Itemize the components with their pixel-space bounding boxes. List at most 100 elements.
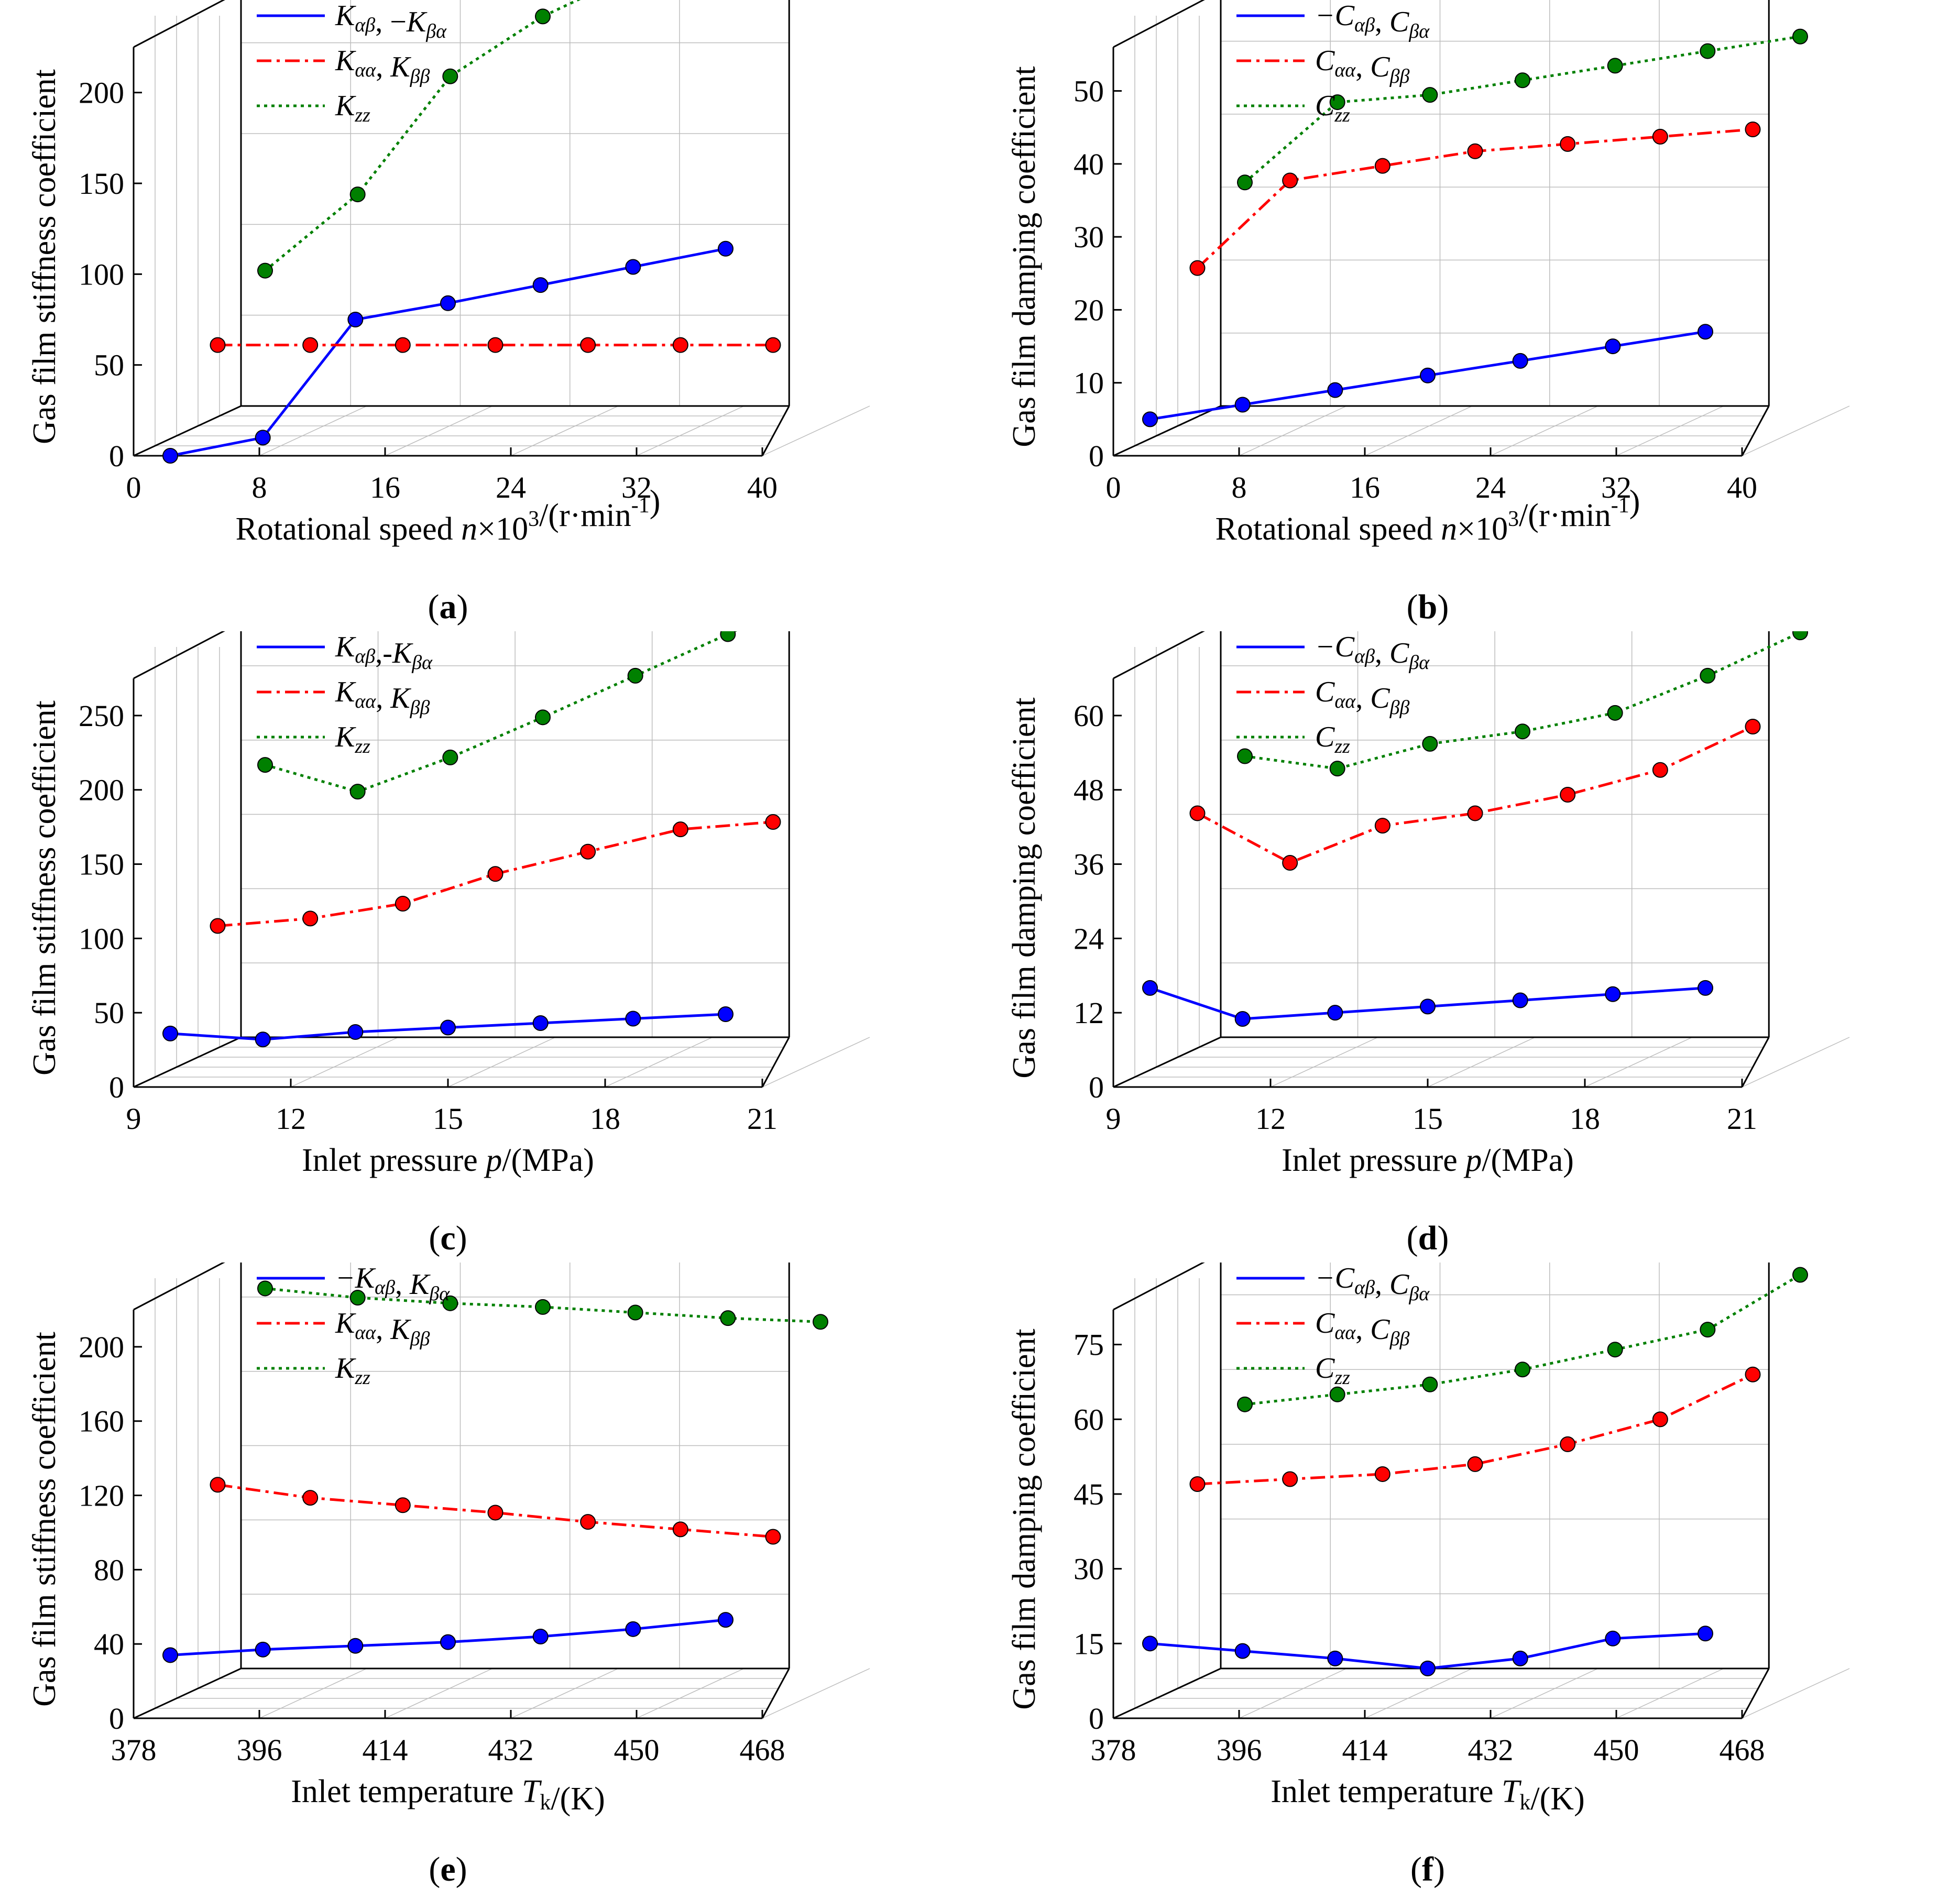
data-point: [765, 337, 781, 353]
legend-entry: Kαα, Kββ: [335, 1307, 430, 1350]
y-tick-label: 12: [1074, 996, 1104, 1030]
data-point: [1329, 761, 1345, 777]
data-point: [1792, 1267, 1808, 1283]
x-tick-label: 450: [614, 1733, 660, 1767]
data-point: [625, 1011, 641, 1027]
y-tick-label: 0: [109, 439, 124, 473]
data-point: [1422, 736, 1438, 752]
floor-grid-line: [1490, 405, 1598, 456]
box-top-side-edge: [1113, 1253, 1221, 1311]
data-point: [1374, 1466, 1390, 1482]
data-point: [813, 1314, 828, 1330]
data-point: [1512, 992, 1528, 1008]
floor-grid-line: [1364, 1668, 1473, 1719]
x-tick-label: 468: [1720, 1733, 1765, 1767]
data-point: [1560, 136, 1576, 152]
data-point: [532, 1629, 549, 1644]
data-point: [1652, 128, 1668, 145]
y-tick-label: 10: [1074, 366, 1104, 400]
chart-f: 0 15 30 45 60 75 378 396 414 432 450 468 Gas film da…: [1006, 1253, 1850, 1889]
panel-caption: (b): [1407, 588, 1449, 626]
box-floor-side-edge: [133, 405, 242, 457]
data-point: [349, 186, 366, 203]
y-tick-label: 60: [1074, 1402, 1104, 1436]
data-point: [302, 1490, 319, 1506]
data-point: [1605, 986, 1621, 1002]
x-axis-label: Rotational speed n×103/(r·min-1): [1216, 484, 1640, 547]
y-tick-label: 0: [1089, 1070, 1104, 1104]
floor-grid-line: [1427, 1037, 1536, 1088]
floor-grid-line: [259, 1668, 367, 1719]
data-point: [440, 1634, 456, 1650]
series-line: [170, 247, 726, 457]
floor-grid-line: [605, 1037, 713, 1088]
data-point: [718, 240, 733, 257]
data-point: [580, 337, 596, 353]
box-floor-right-edge: [761, 1668, 790, 1719]
legend-entry: −Cαβ, Cβα: [1315, 0, 1430, 42]
data-point: [1234, 1011, 1251, 1027]
y-axis-label: Gas film damping coefficient: [1006, 1329, 1042, 1709]
legend-entry: Kαα, Kββ: [335, 45, 430, 87]
x-axis-label: Inlet temperature Tk/(K): [291, 1774, 605, 1817]
series-line: [1197, 725, 1754, 864]
data-point: [1745, 719, 1761, 734]
data-point: [1327, 382, 1343, 398]
plot-area: 0 15 30 45 60 75 378 396 414 432 450 468 Gas film da…: [1006, 1253, 1850, 1889]
data-point: [720, 1310, 736, 1326]
x-tick-label: 0: [1106, 470, 1121, 504]
y-tick-label: 200: [79, 76, 124, 110]
data-point: [1700, 1322, 1716, 1338]
data-point: [625, 259, 641, 275]
y-tick-label: 0: [109, 1070, 124, 1104]
data-point: [1792, 28, 1808, 45]
legend-entry: Kαβ, −Kβα: [335, 0, 447, 42]
data-point: [487, 337, 503, 353]
data-point: [1607, 1342, 1623, 1358]
data-point: [1142, 411, 1158, 427]
data-point: [1605, 1630, 1621, 1646]
legend-entry: Kαα, Kββ: [335, 676, 430, 719]
floor-grid-line: [1239, 405, 1347, 456]
box-top-side-edge: [133, 0, 225, 48]
chart-panel-e: 0 40 80 120 160 200 378 396 414 432 450 468 Gas film…: [0, 1253, 980, 1896]
plot-area: 0 12 24 36 48 60 9 12 15 18 21 Gas film damping coe…: [1006, 621, 1850, 1257]
chart-a: 0 50 100 150 200 0 8 16 24 32 40 Gas film stiffness…: [27, 0, 870, 626]
x-axis-label: Inlet pressure p/(MPa): [1282, 1143, 1574, 1178]
data-point: [1282, 855, 1298, 871]
plot-area: 0 40 80 120 160 200 378 396 414 432 450 468 Gas film…: [27, 1253, 870, 1889]
box-floor-right-edge: [1741, 1037, 1770, 1088]
data-point: [1467, 143, 1483, 159]
data-point: [1698, 980, 1713, 996]
y-tick-label: 15: [1074, 1627, 1104, 1661]
data-point: [1700, 667, 1716, 684]
x-tick-label: 12: [1255, 1102, 1286, 1136]
data-point: [718, 1006, 733, 1023]
data-point: [162, 1647, 178, 1663]
data-point: [1329, 94, 1345, 111]
y-tick-label: 100: [79, 257, 124, 291]
x-tick-label: 8: [1232, 470, 1247, 504]
box-floor-side-edge: [1113, 405, 1221, 457]
data-point: [672, 1521, 688, 1538]
legend-entry: −Cαβ, Cβα: [1315, 1263, 1430, 1305]
data-point: [395, 337, 411, 353]
data-point: [395, 1497, 411, 1513]
data-point: [1607, 705, 1623, 721]
y-tick-label: 150: [79, 848, 124, 882]
floor-grid-line: [1239, 1668, 1347, 1719]
data-point: [1420, 367, 1436, 383]
chart-panel-b: 0 10 20 30 40 50 0 8 16 24 32 40 Gas film damping co…: [980, 0, 1960, 631]
data-point: [580, 1514, 596, 1530]
y-tick-label: 20: [1074, 293, 1104, 327]
data-point: [1189, 260, 1206, 276]
data-point: [532, 277, 549, 293]
box-top-side-edge: [1113, 621, 1221, 679]
plot-area: 0 10 20 30 40 50 0 8 16 24 32 40 Gas film damping co…: [1006, 0, 1850, 626]
legend-entry: Czz: [1315, 721, 1350, 758]
x-axis-label: Inlet pressure p/(MPa): [302, 1143, 594, 1178]
data-point: [1327, 1650, 1343, 1666]
floor-grid-line: [447, 1037, 556, 1088]
box-floor-right-edge: [1741, 405, 1770, 456]
y-tick-label: 50: [94, 996, 124, 1030]
